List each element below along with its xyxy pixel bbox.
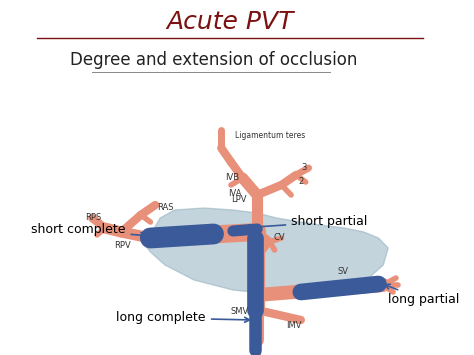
Text: long complete: long complete [117,311,250,324]
Text: 3: 3 [301,164,306,173]
Text: Ligamentum teres: Ligamentum teres [235,131,305,140]
Polygon shape [144,208,388,294]
Text: long partial: long partial [385,284,459,306]
Text: short complete: short complete [31,224,146,238]
Text: RAS: RAS [157,203,173,213]
Text: SMV: SMV [231,307,249,317]
Text: IVA: IVA [228,189,242,197]
Text: short partial: short partial [245,215,367,230]
Text: LPV: LPV [231,196,246,204]
Text: IVB: IVB [225,174,239,182]
Text: SV: SV [337,268,349,277]
Text: RPS: RPS [85,213,101,223]
Text: CV: CV [273,233,285,241]
Text: Acute PVT: Acute PVT [166,10,294,34]
Text: Degree and extension of occlusion: Degree and extension of occlusion [70,51,357,69]
Text: IMV: IMV [286,321,302,329]
Text: 2: 2 [299,178,304,186]
Text: RPV: RPV [115,240,131,250]
